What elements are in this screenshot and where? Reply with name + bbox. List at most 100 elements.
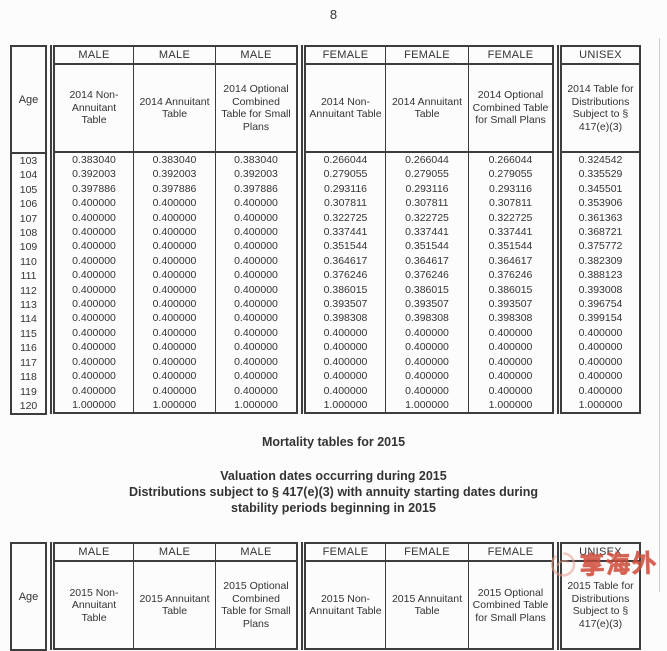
age-cell: 107	[19, 212, 38, 225]
value-cell: 0.400000	[72, 298, 116, 311]
table-row: 107	[11, 212, 46, 226]
subtitle-line: stability periods beginning in 2015	[231, 501, 436, 516]
table-row: 120	[11, 399, 46, 414]
value-cell: 1.000000	[72, 398, 116, 411]
group-header-female: FEMALE	[303, 543, 386, 563]
value-cell: 0.307811	[468, 196, 553, 211]
table-row: 0.386015 0.386015 0.386015	[304, 282, 553, 298]
subtitle-line: Valuation dates occurring during 2015	[220, 469, 447, 484]
column-header: 2015 Non-Annuitant Table	[52, 561, 134, 651]
value-cell: 1.000000	[578, 398, 623, 411]
column-header: 2014 Annuitant Table	[133, 64, 216, 153]
unisex-group-table: UNISEX 2014 Table for Distributions Subj…	[557, 45, 641, 415]
table-row: 0.375772	[560, 239, 641, 253]
value-cell: 0.400000	[133, 225, 216, 240]
value-cell: 0.400000	[215, 325, 297, 341]
table-row: 116	[11, 341, 46, 355]
value-cell: 0.400000	[385, 369, 469, 384]
value-cell: 1.000000	[385, 397, 469, 414]
male-values-body: 0.383040 0.383040 0.383040 0.392003 0.392003…	[53, 152, 297, 414]
subtitle-line: Distributions subject to § 417(e)(3) wit…	[128, 485, 539, 500]
age-column-table: Age 103 104 105 106 107 108 109 110 111 112 113 114…	[10, 45, 47, 416]
age-cell: 108	[19, 227, 38, 240]
age-cell: 117	[20, 356, 37, 369]
value-cell: 0.400000	[578, 326, 623, 339]
value-cell: 0.400000	[215, 383, 297, 398]
value-cell: 0.382309	[578, 254, 623, 267]
age-cell: 115	[20, 327, 37, 340]
unisex-values-body: 0.324542 0.335529 0.345501 0.353906 0.361363…	[560, 152, 641, 413]
table-row: 0.266044 0.266044 0.266044	[304, 152, 553, 168]
page-edge-line	[659, 38, 660, 592]
column-header: 2014 Non-Annuitant Table	[52, 64, 134, 153]
table-row: 0.400000	[560, 340, 641, 354]
value-cell: 0.400000	[468, 325, 553, 341]
value-cell: 0.383040	[215, 152, 297, 168]
age-cell: 103	[19, 155, 38, 167]
group-header-unisex: UNISEX	[559, 543, 640, 563]
value-cell: 0.398308	[385, 311, 469, 326]
value-cell: 0.400000	[133, 354, 216, 370]
value-cell: 0.400000	[323, 370, 368, 383]
value-cell: 0.400000	[323, 341, 368, 354]
value-cell: 0.400000	[72, 240, 116, 253]
value-cell: 0.393507	[323, 298, 368, 311]
table-row: 0.293116 0.293116 0.293116	[304, 181, 553, 197]
value-cell: 0.400000	[72, 269, 116, 282]
table-row: 0.400000	[560, 326, 641, 340]
value-cell: 0.400000	[215, 253, 297, 269]
value-cell: 0.397886	[72, 182, 116, 195]
value-cell: 0.400000	[468, 383, 553, 398]
value-cell: 0.364617	[468, 253, 553, 269]
table-row: 0.383040 0.383040 0.383040	[53, 152, 297, 168]
column-header: 2014 Optional Combined Table for Small P…	[468, 64, 553, 153]
table-row: 111	[11, 269, 46, 283]
value-cell: 0.400000	[72, 312, 116, 325]
table-row: 0.400000	[560, 369, 641, 383]
table-row: 0.393507 0.393507 0.393507	[304, 297, 553, 312]
value-cell: 0.393008	[578, 283, 623, 296]
value-cell: 0.397886	[133, 181, 216, 197]
age-cell: 120	[19, 399, 38, 412]
unisex-group-table: UNISEX 2015 Table for Distributions Subj…	[557, 542, 641, 651]
table-row: 105	[11, 183, 46, 197]
age-column-header: Age	[11, 46, 46, 154]
age-column-table: Age	[10, 542, 47, 651]
value-cell: 0.400000	[215, 196, 297, 211]
document-page: { "page_number": "8", "headings": { "tit…	[10, 7, 660, 651]
column-header: 2014 Optional Combined Table for Small P…	[215, 64, 297, 153]
age-cell: 116	[20, 342, 37, 355]
age-cell: 110	[20, 255, 37, 268]
table-row: 0.400000 0.400000 0.400000	[53, 354, 297, 370]
value-cell: 0.386015	[323, 283, 368, 296]
value-cell: 0.400000	[468, 369, 553, 384]
male-group-table: MALE MALE MALE 2014 Non-Annuitant Table …	[50, 45, 298, 415]
value-cell: 0.400000	[72, 226, 116, 239]
value-cell: 0.399154	[578, 312, 623, 325]
value-cell: 0.400000	[133, 196, 216, 211]
column-header: 2014 Table for Distributions Subject to …	[559, 64, 640, 153]
table-row: 0.361363	[560, 211, 641, 225]
value-cell: 0.400000	[578, 341, 623, 354]
age-cell: 104	[19, 169, 38, 182]
table-row: 113	[11, 298, 46, 312]
table-row: 0.400000 0.400000 0.400000	[304, 383, 553, 398]
table-row: 117	[11, 356, 46, 370]
table-row: 112	[11, 284, 46, 298]
column-header: 2015 Table for Distributions Subject to …	[559, 561, 640, 651]
value-cell: 0.375772	[578, 240, 623, 253]
value-cell: 0.400000	[323, 326, 368, 339]
value-cell: 0.400000	[133, 268, 216, 283]
value-cell: 0.400000	[133, 297, 216, 312]
value-cell: 0.386015	[468, 282, 553, 298]
value-cell: 0.400000	[133, 282, 216, 298]
value-cell: 0.337441	[323, 226, 368, 239]
table-row: 0.335529	[560, 167, 641, 181]
table-row: 0.400000 0.400000 0.400000	[304, 369, 553, 384]
value-cell: 0.368721	[578, 226, 623, 239]
table-row: 103	[11, 153, 46, 168]
table-row: 106	[11, 197, 46, 211]
value-cell: 0.400000	[215, 210, 297, 226]
value-cell: 0.400000	[133, 325, 216, 341]
value-cell: 0.345501	[578, 182, 623, 195]
